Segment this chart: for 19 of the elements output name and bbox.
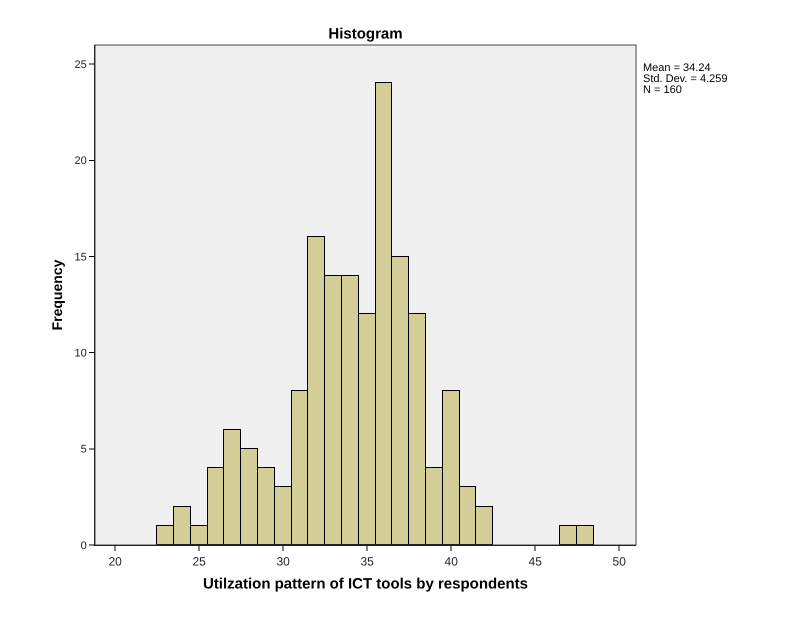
y-axis-title: Frequency [49, 259, 66, 330]
y-tick-label: 20 [74, 155, 87, 168]
x-tick-label: 40 [444, 554, 458, 568]
y-tick-label: 25 [74, 59, 87, 72]
text: Std. Dev. = 4.259 [643, 73, 728, 85]
x-tick-label: 45 [528, 554, 542, 568]
text: Mean = 34.24 [643, 62, 711, 74]
x-axis-title: Utilzation pattern of ICT tools by respondents [202, 575, 528, 592]
x-tick-label: 25 [192, 554, 206, 568]
x-tick-label: 20 [108, 554, 122, 568]
x-tick-label: 50 [612, 554, 626, 568]
y-tick-label: 0 [80, 540, 87, 552]
x-tick-label: 35 [360, 554, 374, 568]
y-tick-label: 15 [74, 251, 87, 264]
x-tick-label: 30 [276, 554, 290, 568]
text: N = 160 [643, 84, 682, 96]
y-tick-label: 5 [80, 444, 87, 456]
chart-title: Histogram [328, 25, 403, 42]
y-tick-label: 10 [74, 348, 87, 360]
